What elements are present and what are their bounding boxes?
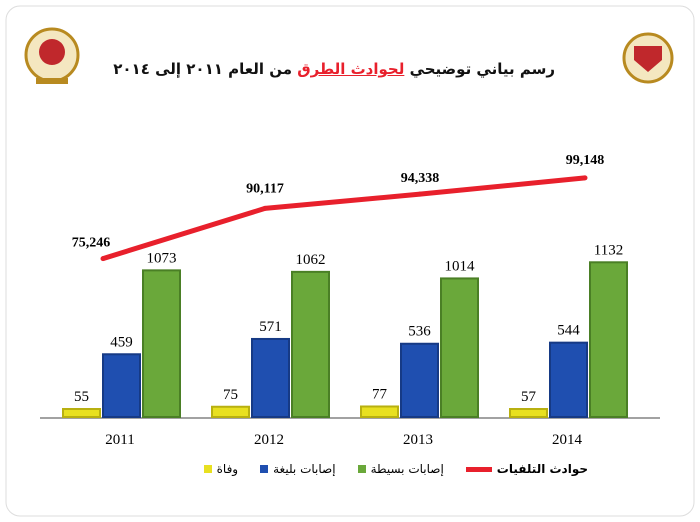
line-point xyxy=(582,175,588,181)
bar-label: 77 xyxy=(372,386,388,402)
line-point xyxy=(417,191,423,197)
x-tick-label: 2013 xyxy=(403,432,433,448)
bar-1-2012 xyxy=(251,337,290,419)
bar-0-2013 xyxy=(360,405,399,418)
legend-line-swatch xyxy=(465,466,492,472)
bar-1-2013 xyxy=(400,342,439,419)
bar-1-2011 xyxy=(102,353,141,418)
bar-2-2011 xyxy=(142,269,181,418)
title-accent: لحوادث الطرق xyxy=(297,60,405,78)
legend: حوادث التلفيات إصابات بسيطة إصابات بليغة… xyxy=(203,462,588,476)
x-tick-label: 2012 xyxy=(254,432,284,448)
line-point xyxy=(100,256,106,262)
left-logo xyxy=(24,27,80,84)
legend-label: إصابات بسيطة xyxy=(370,462,444,476)
bar-2-2014 xyxy=(589,261,628,418)
x-tick-label: 2011 xyxy=(105,432,134,448)
bar-label: 75 xyxy=(223,387,238,403)
bar-label: 1014 xyxy=(445,258,476,274)
bar-2-2012 xyxy=(291,270,330,418)
line-label: 90,117 xyxy=(246,181,284,196)
legend-label: وفاة xyxy=(216,462,239,476)
right-logo xyxy=(622,32,674,84)
legend-label: إصابات بليغة xyxy=(273,462,336,476)
line-series xyxy=(102,175,586,261)
legend-item-deaths: وفاة xyxy=(203,462,239,476)
line-label: 99,148 xyxy=(566,153,605,168)
x-tick-label: 2014 xyxy=(552,432,583,448)
line-point xyxy=(262,205,268,211)
bar-2-2013 xyxy=(440,277,479,419)
title-part2: من العام ٢٠١١ إلى ٢٠١٤ xyxy=(113,60,298,78)
bar-1-2014 xyxy=(549,341,588,418)
line-label: 94,338 xyxy=(401,171,440,186)
legend-swatch xyxy=(260,465,269,473)
legend-label: حوادث التلفيات xyxy=(496,462,588,476)
legend-item-minor: إصابات بسيطة xyxy=(357,462,444,476)
bar-label: 57 xyxy=(521,389,537,405)
legend-swatch xyxy=(203,465,212,473)
bar-label: 459 xyxy=(110,334,133,350)
title-part1: رسم بياني توضيحي xyxy=(404,60,555,78)
line-label: 75,246 xyxy=(72,236,111,251)
bar-label: 544 xyxy=(557,323,580,339)
bar-label: 536 xyxy=(408,324,431,340)
legend-item-line: حوادث التلفيات xyxy=(465,462,588,476)
bar-label: 55 xyxy=(74,389,89,405)
chart-title: رسم بياني توضيحي لحوادث الطرق من العام ٢… xyxy=(113,60,555,78)
legend-swatch xyxy=(357,465,366,473)
bar-0-2012 xyxy=(211,405,250,418)
bar-0-2011 xyxy=(62,408,101,418)
bar-label: 1062 xyxy=(296,252,326,268)
legend-item-severe: إصابات بليغة xyxy=(260,462,336,476)
bar-label: 571 xyxy=(259,319,282,335)
bar-label: 1132 xyxy=(594,242,623,258)
bar-0-2014 xyxy=(509,408,548,418)
bar-label: 1073 xyxy=(147,250,177,266)
